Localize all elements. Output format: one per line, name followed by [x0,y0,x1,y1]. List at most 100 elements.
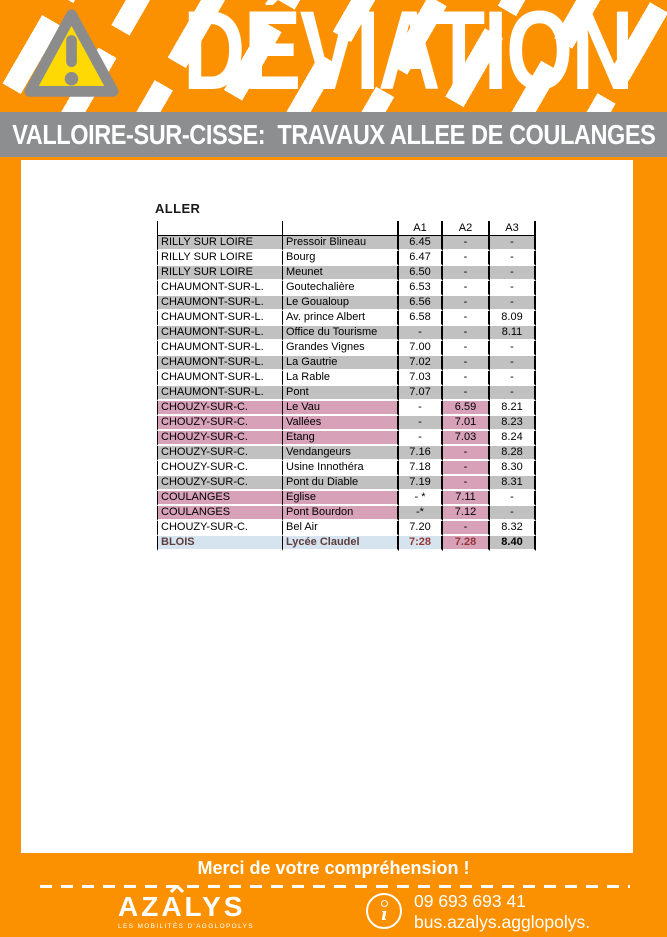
commune-cell: CHOUZY-SUR-C. [157,461,283,476]
header-commune-cell [157,221,283,236]
table-row: CHAUMONT-SUR-L. Av. prince Albert 6.58-8.0… [157,311,536,326]
table-row: RILLY SUR LOIRE Meunet 6.50- - [157,266,536,281]
table-row: BLOIS Lycée Claudel 7:28 7.28 8.40 [157,536,536,551]
table-row: CHAUMONT-SUR-L. La Gautrie 7.02- - [157,356,536,371]
time-cell-a1: 6.56 [399,296,443,311]
commune-cell: RILLY SUR LOIRE [157,266,283,281]
time-cell-a3: 8.23 [490,416,536,431]
commune-cell: CHOUZY-SUR-C. [157,431,283,446]
header-col-a1: A1 [399,221,443,236]
timetable: A1 A2 A3 RILLY SUR LOIRE Pressoir Blineau… [157,221,536,551]
time-cell-a2: - [443,341,490,356]
header-col-a3: A3 [490,221,536,236]
time-cell-a3: - [490,491,536,506]
warning-triangle-icon [24,9,119,97]
time-cell-a1: 7.02 [399,356,443,371]
time-cell-a2: 7.12 [443,506,490,521]
time-cell-a3: 8.24 [490,431,536,446]
divider-dashed-line [40,885,630,888]
content-page: ALLER A1 A2 A3 RILLY SUR LOIRE Pressoir B… [21,160,633,853]
time-cell-a1: 6.45 [399,236,443,251]
time-cell-a2: - [443,236,490,251]
stop-cell: Vallées [283,416,399,431]
time-cell-a1: 6.53 [399,281,443,296]
time-cell-a1: 7.20 [399,521,443,536]
time-cell-a1: 6.50 [399,266,443,281]
stop-cell: Grandes Vignes [283,341,399,356]
stop-cell: Bel Air [283,521,399,536]
subtitle-bar: VALLOIRE-SUR-CISSE: TRAVAUX ALLEE DE COU… [0,112,667,157]
time-cell-a3: - [490,371,536,386]
table-row: CHAUMONT-SUR-L. La Rable 7.03- - [157,371,536,386]
stop-cell: Pressoir Blineau [283,236,399,251]
time-cell-a1: 7.03 [399,371,443,386]
commune-cell: RILLY SUR LOIRE [157,236,283,251]
stop-cell: Av. prince Albert [283,311,399,326]
header-stop-cell [283,221,399,236]
commune-cell: COULANGES [157,506,283,521]
stop-cell: Le Vau [283,401,399,416]
commune-cell: CHOUZY-SUR-C. [157,401,283,416]
time-cell-a3: 8.11 [490,326,536,341]
commune-cell: CHAUMONT-SUR-L. [157,281,283,296]
time-cell-a1: - * [399,491,443,506]
time-cell-a2: 7.28 [443,536,490,551]
time-cell-a2: 7.11 [443,491,490,506]
website-url: bus.azalys.agglopolys. [414,912,591,932]
direction-label: ALLER [155,201,201,216]
time-cell-a2: - [443,371,490,386]
table-row: RILLY SUR LOIRE Bourg 6.47- - [157,251,536,266]
time-cell-a3: - [490,266,536,281]
stop-cell: Goutechalière [283,281,399,296]
commune-cell: BLOIS [157,536,283,551]
table-row: COULANGES Eglise - * 7.11- [157,491,536,506]
table-row: CHAUMONT-SUR-L. Le Goualoup 6.56- - [157,296,536,311]
commune-cell: CHAUMONT-SUR-L. [157,296,283,311]
table-row: CHAUMONT-SUR-L. Goutechalière 6.53- - [157,281,536,296]
time-cell-a2: - [443,281,490,296]
time-cell-a1: 7:28 [399,536,443,551]
time-cell-a3: 8.40 [490,536,536,551]
table-row: CHOUZY-SUR-C. Pont du Diable 7.19-8.31 [157,476,536,491]
time-cell-a1: 7.07 [399,386,443,401]
brand-name: AZALYS [118,891,246,922]
time-cell-a1: 7.16 [399,446,443,461]
stop-cell: Office du Tourisme [283,326,399,341]
time-cell-a1: 6.58 [399,311,443,326]
table-row: CHOUZY-SUR-C. Etang -7.03 8.24 [157,431,536,446]
time-cell-a1: - [399,401,443,416]
time-cell-a2: - [443,461,490,476]
stop-cell: Meunet [283,266,399,281]
commune-cell: CHAUMONT-SUR-L. [157,371,283,386]
time-cell-a2: - [443,266,490,281]
logo-accent-icon [170,885,184,893]
time-cell-a1: 7.18 [399,461,443,476]
stop-cell: Vendangeurs [283,446,399,461]
commune-cell: COULANGES [157,491,283,506]
stop-cell: Le Goualoup [283,296,399,311]
info-icon: ı [366,893,402,929]
time-cell-a3: - [490,356,536,371]
thanks-message: Merci de votre compréhension ! [197,858,470,878]
commune-cell: CHAUMONT-SUR-L. [157,326,283,341]
banner: DÉVIATION [0,0,667,112]
commune-cell: RILLY SUR LOIRE [157,251,283,266]
table-row: CHOUZY-SUR-C. Bel Air 7.20-8.32 [157,521,536,536]
time-cell-a1: -* [399,506,443,521]
time-cell-a2: - [443,476,490,491]
time-cell-a2: - [443,386,490,401]
timetable-header-row: A1 A2 A3 [157,221,536,236]
table-row: CHAUMONT-SUR-L. Pont 7.07- - [157,386,536,401]
header-col-a2: A2 [443,221,490,236]
table-row: CHOUZY-SUR-C. Vallées -7.01 8.23 [157,416,536,431]
table-row: COULANGES Pont Bourdon -* 7.12- [157,506,536,521]
time-cell-a2: 7.03 [443,431,490,446]
commune-cell: CHAUMONT-SUR-L. [157,311,283,326]
time-cell-a3: 8.09 [490,311,536,326]
time-cell-a3: - [490,506,536,521]
contact-block: ı 09 693 693 41 bus.azalys.agglopolys. [366,891,590,933]
azalys-logo: AZALYS LES MOBILITÉS D'AGGLOPOLYS [118,885,254,930]
time-cell-a1: 7.00 [399,341,443,356]
stop-cell: Bourg [283,251,399,266]
